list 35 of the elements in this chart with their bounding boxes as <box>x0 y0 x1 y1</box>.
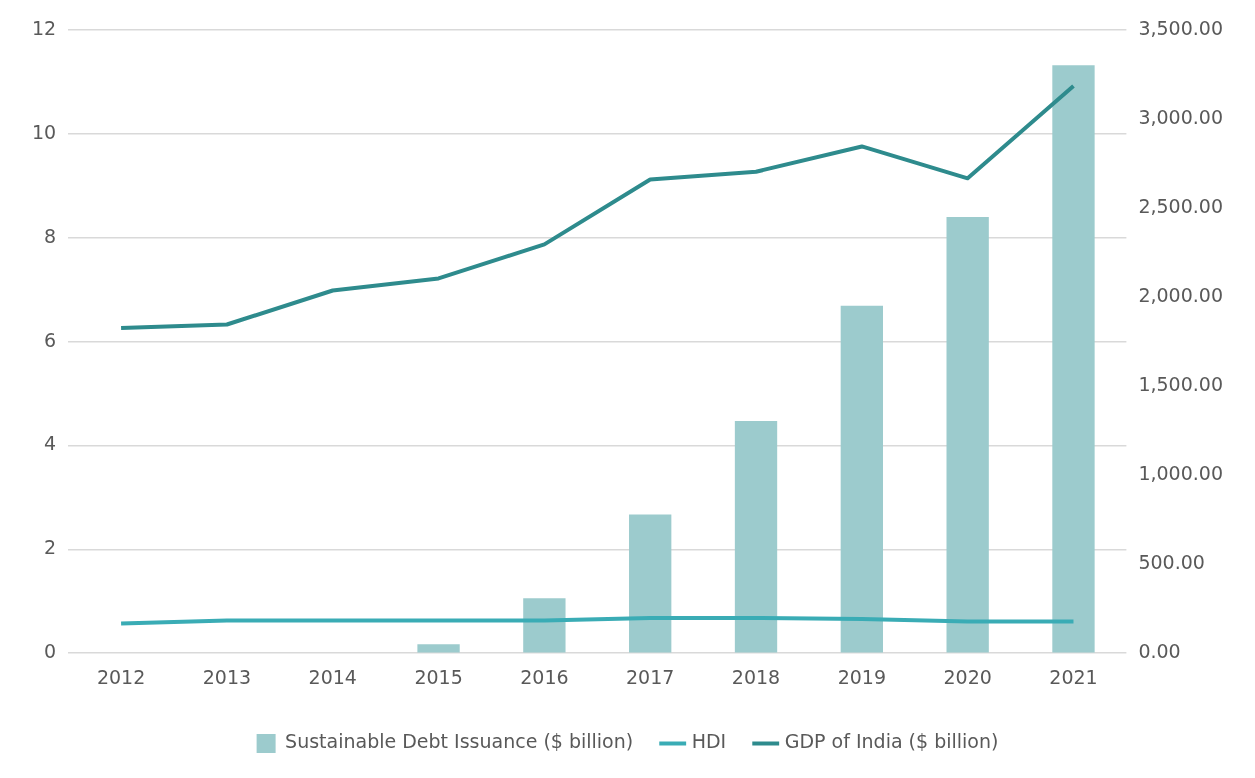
y-tick-label: 2 <box>44 536 57 559</box>
x-tick-label: 2020 <box>943 665 992 688</box>
y-tick-label: 6 <box>44 328 57 351</box>
y2-tick-label: 3,500.00 <box>1138 16 1223 39</box>
x-tick-label: 2018 <box>731 665 781 688</box>
bar <box>417 644 460 653</box>
y2-tick-label: 1,000.00 <box>1138 462 1223 485</box>
y2-tick-label: 500.00 <box>1138 551 1205 574</box>
x-tick-label: 2016 <box>520 665 569 688</box>
bar <box>1052 65 1095 653</box>
bar <box>840 305 883 653</box>
x-tick-label: 2013 <box>202 665 252 688</box>
y-tick-label: 12 <box>31 16 57 39</box>
bar <box>946 216 989 653</box>
x-tick-label: 2015 <box>414 665 463 688</box>
x-tick-label: 2012 <box>96 665 146 688</box>
y-tick-label: 0 <box>44 640 57 663</box>
x-tick-label: 2014 <box>308 665 357 688</box>
y2-tick-label: 1,500.00 <box>1138 373 1223 396</box>
y2-tick-label: 0.00 <box>1138 640 1181 663</box>
x-tick-label: 2019 <box>837 665 887 688</box>
bar <box>629 514 672 653</box>
y-tick-label: 4 <box>44 432 57 455</box>
x-tick-label: 2021 <box>1049 665 1098 688</box>
legend-label: GDP of India ($ billion) <box>784 730 999 753</box>
y2-tick-label: 2,500.00 <box>1138 194 1223 217</box>
bar <box>734 421 778 653</box>
bar <box>523 598 566 653</box>
y-tick-label: 8 <box>44 224 57 247</box>
y-tick-label: 10 <box>31 120 57 143</box>
legend-label: Sustainable Debt Issuance ($ billion) <box>285 730 634 753</box>
legend-label: HDI <box>691 730 727 753</box>
x-tick-label: 2017 <box>626 665 675 688</box>
y2-tick-label: 2,000.00 <box>1138 284 1223 307</box>
y2-tick-label: 3,000.00 <box>1138 105 1223 128</box>
